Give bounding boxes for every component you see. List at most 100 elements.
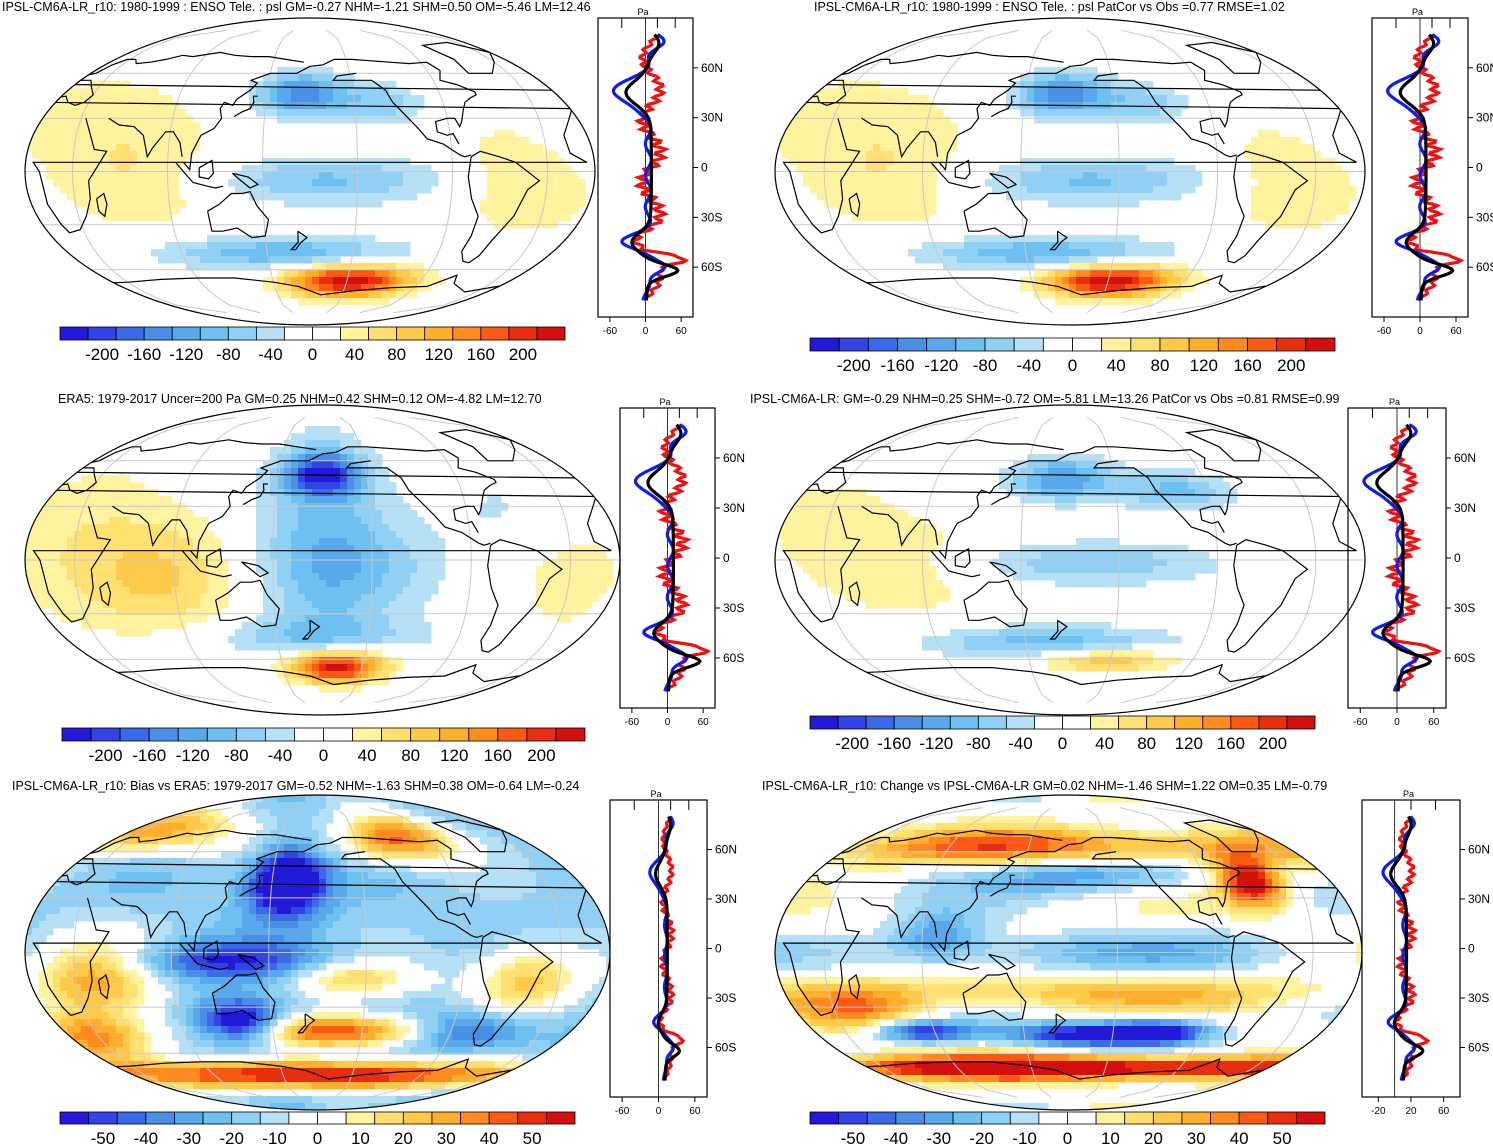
field-cell — [298, 200, 306, 208]
field-cell — [1097, 664, 1105, 672]
field-cell — [1146, 95, 1154, 103]
field-cell — [109, 151, 117, 159]
field-cell — [1062, 657, 1070, 665]
field-cell — [880, 601, 888, 609]
field-cell — [67, 172, 75, 180]
field-cell — [1181, 482, 1189, 490]
field-cell — [165, 538, 173, 546]
profile-unit-label: Pa — [638, 7, 649, 17]
field-cell — [859, 109, 867, 117]
field-cell — [901, 186, 909, 194]
field-cell — [312, 816, 320, 824]
field-cell — [964, 256, 972, 264]
field-cell — [410, 165, 418, 173]
field-cell — [172, 172, 180, 180]
field-cell — [60, 545, 68, 553]
field-cell — [46, 151, 54, 159]
field-cell — [1006, 629, 1014, 637]
field-cell — [929, 524, 937, 532]
field-cell — [354, 440, 362, 448]
field-cell — [1090, 256, 1098, 264]
field-cell — [438, 559, 446, 567]
field-cell — [144, 151, 152, 159]
field-cell — [165, 256, 173, 264]
field-cell — [81, 559, 89, 567]
field-cell — [263, 816, 271, 824]
field-cell — [361, 795, 369, 803]
field-cell — [1160, 186, 1168, 194]
field-cell — [158, 587, 166, 595]
field-cell — [81, 102, 89, 110]
field-cell — [284, 636, 292, 644]
field-cell — [585, 566, 593, 574]
field-cell — [179, 249, 187, 257]
field-cell — [312, 636, 320, 644]
field-cell — [880, 137, 888, 145]
coastline — [938, 451, 1084, 560]
field-cell — [1153, 552, 1161, 560]
field-cell — [824, 116, 832, 124]
field-cell — [81, 552, 89, 560]
field-cell — [95, 102, 103, 110]
field-cell — [403, 802, 411, 810]
colorbar-swatch — [255, 326, 285, 341]
field-cell — [1048, 284, 1056, 292]
field-cell — [375, 489, 383, 497]
field-cell — [88, 608, 96, 616]
field-cell — [361, 109, 369, 117]
field-cell — [165, 510, 173, 518]
field-cell — [817, 179, 825, 187]
field-cell — [263, 179, 271, 187]
field-cell — [1006, 186, 1014, 194]
coastline — [289, 230, 309, 251]
field-cell — [375, 454, 383, 462]
field-cell — [859, 102, 867, 110]
field-cell — [60, 144, 68, 152]
field-cell — [950, 650, 958, 658]
field-cell — [186, 531, 194, 539]
field-cell — [501, 214, 509, 222]
field-cell — [53, 137, 61, 145]
field-cell — [929, 601, 937, 609]
field-cell — [1083, 242, 1091, 250]
field-cell — [382, 671, 390, 679]
field-cell — [1062, 664, 1070, 672]
field-cell — [817, 538, 825, 546]
field-cell — [1146, 629, 1154, 637]
field-cell — [403, 573, 411, 581]
field-cell — [445, 816, 453, 824]
field-cell — [880, 109, 888, 117]
field-cell — [571, 552, 579, 560]
field-cell — [389, 636, 397, 644]
field-cell — [214, 552, 222, 560]
field-cell — [312, 179, 320, 187]
field-cell — [1286, 165, 1294, 173]
field-cell — [1153, 559, 1161, 567]
field-cell — [873, 601, 881, 609]
field-cell — [866, 130, 874, 138]
field-cell — [347, 242, 355, 250]
colorbar-swatch — [865, 715, 895, 730]
field-cell — [263, 461, 271, 469]
field-cell — [1146, 545, 1154, 553]
field-cell — [1139, 489, 1147, 497]
field-cell — [578, 566, 586, 574]
field-cell — [831, 559, 839, 567]
colorbar: -200 -160 -120 -80 -40 0 40 80 120 160 200 — [59, 326, 566, 364]
field-cell — [123, 186, 131, 194]
field-cell — [487, 193, 495, 201]
field-cell — [831, 144, 839, 152]
field-cell — [165, 559, 173, 567]
field-cell — [291, 496, 299, 504]
field-cell — [1020, 95, 1028, 103]
field-cell — [354, 552, 362, 560]
field-cell — [866, 193, 874, 201]
field-cell — [859, 144, 867, 152]
field-cell — [1181, 165, 1189, 173]
field-cell — [431, 172, 439, 180]
field-cell — [936, 636, 944, 644]
field-cell — [340, 678, 348, 686]
field-cell — [915, 95, 923, 103]
field-cell — [270, 468, 278, 476]
field-cell — [354, 475, 362, 483]
